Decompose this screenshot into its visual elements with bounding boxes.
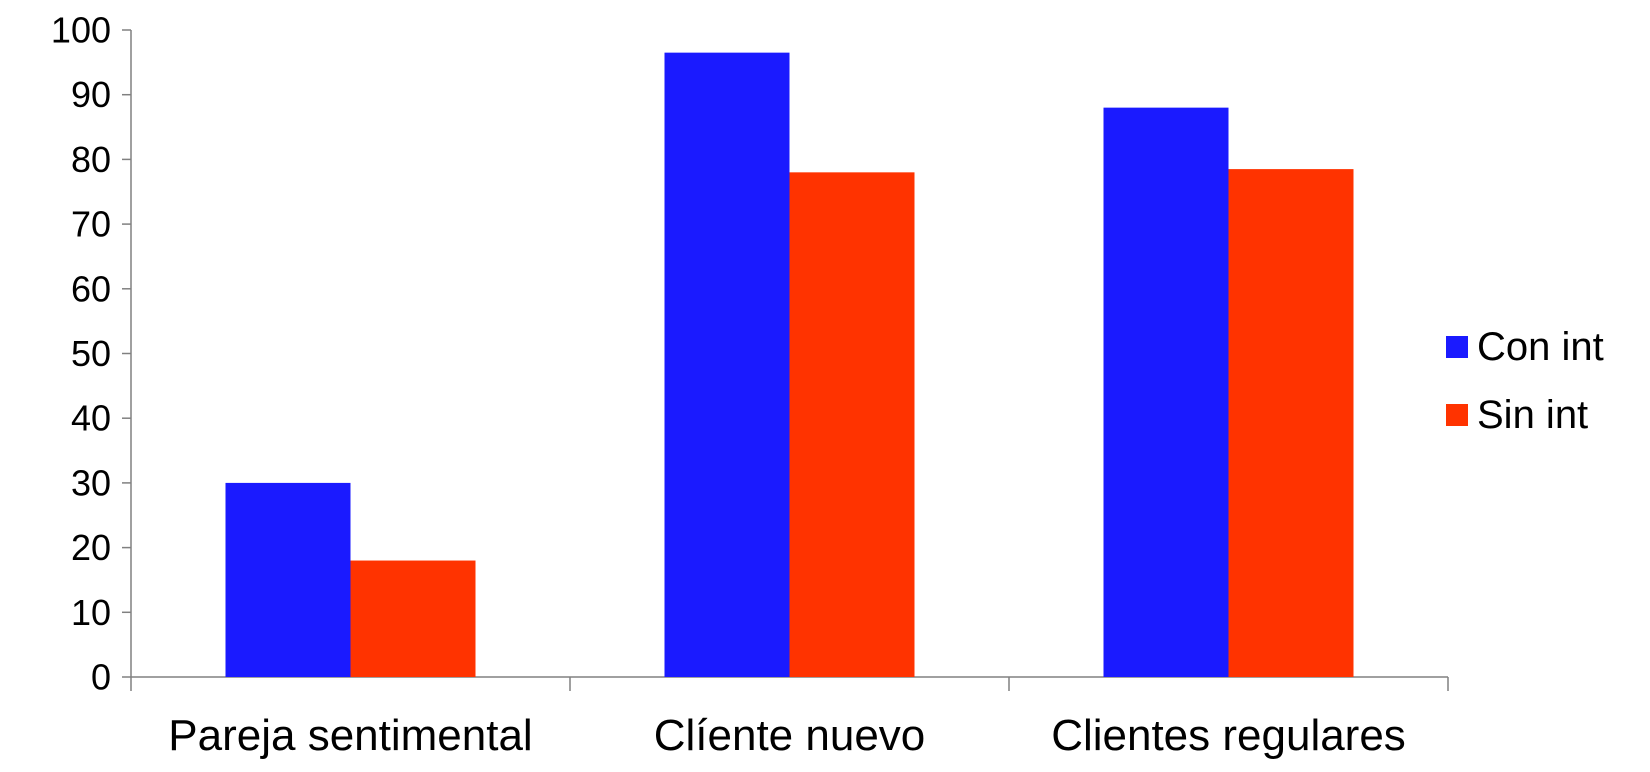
y-tick-label: 50 <box>71 333 111 374</box>
bar-sin-int <box>789 172 915 677</box>
bar-con-int <box>664 52 790 677</box>
legend-swatch <box>1446 404 1468 426</box>
y-tick-label: 10 <box>71 592 111 633</box>
legend-label: Sin int <box>1477 393 1588 437</box>
legend: Con int Sin int <box>1446 325 1604 437</box>
x-tick-label: Pareja sentimental <box>168 711 532 760</box>
bar-con-int <box>225 482 351 677</box>
y-tick-label: 40 <box>71 398 111 439</box>
y-tick-label: 0 <box>91 657 111 698</box>
y-tick-label: 100 <box>51 10 111 51</box>
y-axis: 0 10 20 30 40 50 60 70 80 90 100 <box>51 10 132 698</box>
y-tick-label: 60 <box>71 268 111 309</box>
x-axis: Pareja sentimental Clíente nuevo Clientes … <box>130 676 1449 760</box>
bar-con-int <box>1103 107 1229 677</box>
bar-sin-int <box>350 560 476 677</box>
bar-sin-int <box>1228 169 1354 678</box>
x-tick-label: Clíente nuevo <box>654 711 926 760</box>
x-tick-label: Clientes regulares <box>1051 711 1406 760</box>
y-tick-label: 80 <box>71 139 111 180</box>
y-tick-label: 70 <box>71 204 111 245</box>
y-tick-label: 30 <box>71 462 111 503</box>
y-tick-label: 90 <box>71 74 111 115</box>
legend-swatch <box>1446 336 1468 358</box>
bars <box>225 52 1354 678</box>
legend-label: Con int <box>1477 325 1604 369</box>
y-tick-label: 20 <box>71 527 111 568</box>
